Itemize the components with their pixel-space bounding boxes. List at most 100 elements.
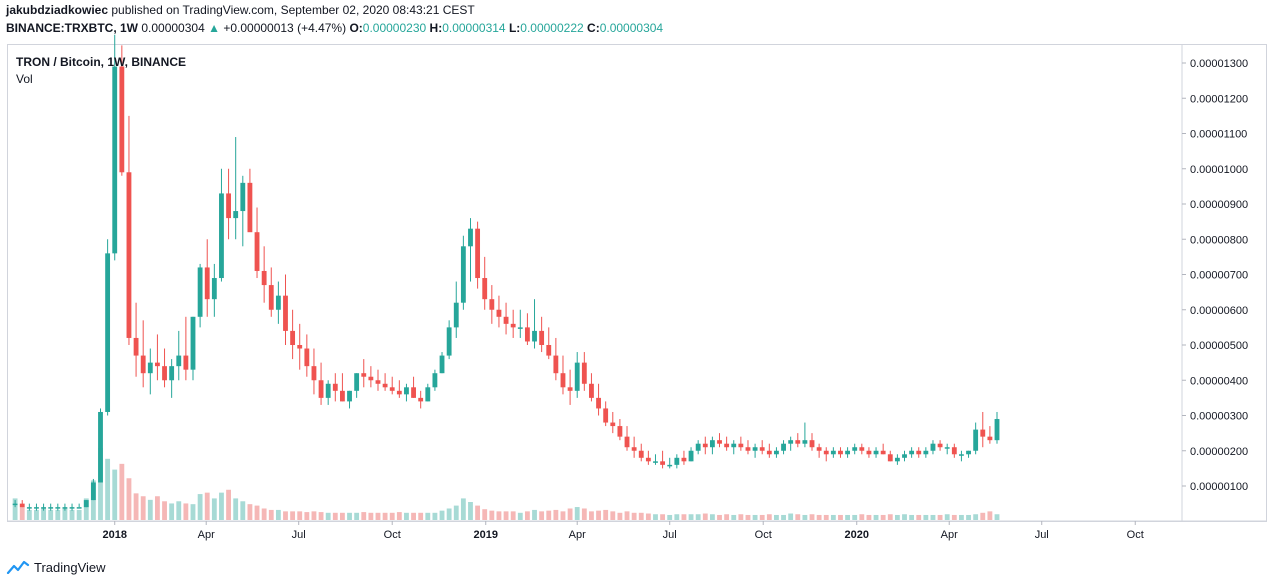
volume-bar bbox=[852, 514, 858, 520]
candle-body bbox=[119, 66, 125, 173]
volume-bar bbox=[959, 514, 964, 520]
volume-bar bbox=[98, 448, 103, 520]
candle-body bbox=[959, 454, 964, 456]
x-tick-label: Apr bbox=[198, 529, 215, 541]
y-tick-label: 0.00000100 bbox=[1190, 481, 1248, 493]
volume-bar bbox=[745, 514, 751, 520]
change-text: +0.00000013 (+4.47%) bbox=[223, 21, 347, 35]
candle-body bbox=[581, 362, 587, 384]
candle-body bbox=[226, 193, 231, 219]
candle-body bbox=[695, 443, 701, 451]
candle-body bbox=[596, 397, 601, 409]
candle-body bbox=[339, 390, 345, 402]
candle-body bbox=[439, 355, 445, 374]
candle-body bbox=[774, 450, 779, 455]
volume-bar bbox=[261, 508, 267, 520]
volume-bar bbox=[944, 514, 950, 520]
candle-body bbox=[838, 450, 843, 455]
volume-bar bbox=[275, 509, 281, 520]
volume-bar bbox=[297, 511, 303, 520]
candle-body bbox=[902, 454, 907, 458]
volume-bar bbox=[517, 512, 523, 520]
volume-bar bbox=[55, 509, 61, 520]
candle-body bbox=[283, 295, 288, 331]
y-tick-label: 0.00001200 bbox=[1190, 93, 1248, 105]
volume-bar bbox=[396, 512, 402, 520]
volume-bar bbox=[681, 514, 687, 520]
candle-body bbox=[112, 66, 118, 254]
candle-body bbox=[55, 507, 61, 509]
candle-body bbox=[290, 330, 296, 345]
candle-body bbox=[140, 355, 146, 374]
volume-bar bbox=[204, 492, 210, 520]
volume-bar bbox=[112, 469, 118, 520]
volume-bar bbox=[709, 514, 715, 520]
candle-body bbox=[788, 440, 794, 444]
x-tick-label: 2019 bbox=[473, 529, 497, 541]
volume-bar bbox=[695, 514, 701, 520]
volume-bar bbox=[752, 514, 758, 520]
y-tick-label: 0.00000900 bbox=[1190, 199, 1248, 211]
candle-body bbox=[589, 383, 594, 398]
volume-bar bbox=[154, 496, 160, 520]
candle-body bbox=[567, 387, 573, 391]
x-tick-label: Oct bbox=[384, 529, 401, 541]
candle-body bbox=[560, 373, 566, 388]
candle-body bbox=[425, 387, 431, 402]
volume-bar bbox=[411, 512, 416, 520]
volume-bar bbox=[994, 514, 1000, 520]
candle-body bbox=[546, 345, 552, 356]
volume-bar bbox=[354, 512, 360, 520]
volume-bar bbox=[510, 511, 516, 520]
volume-bar bbox=[439, 510, 445, 520]
close-value: 0.00000304 bbox=[599, 21, 664, 35]
candle-body bbox=[233, 211, 239, 219]
candle-body bbox=[211, 278, 217, 300]
y-tick-label: 0.00000400 bbox=[1190, 375, 1248, 387]
candle-body bbox=[553, 355, 559, 374]
candle-body bbox=[887, 454, 893, 462]
volume-bar bbox=[226, 489, 231, 520]
volume-bar bbox=[105, 458, 111, 520]
legend-title: TRON / Bitcoin, 1W, BINANCE bbox=[16, 55, 187, 69]
author-name[interactable]: jakubdziadkowiec bbox=[6, 3, 109, 17]
volume-bar bbox=[809, 514, 815, 520]
volume-bar bbox=[453, 505, 459, 520]
volume-bar bbox=[268, 509, 274, 520]
volume-bar bbox=[539, 511, 545, 520]
tradingview-logo[interactable]: TradingView bbox=[6, 560, 106, 577]
candle-body bbox=[460, 246, 466, 303]
volume-bar bbox=[318, 512, 324, 520]
candle-body bbox=[653, 461, 658, 463]
candle-body bbox=[852, 447, 858, 451]
x-tick-label: Apr bbox=[569, 529, 586, 541]
candle-body bbox=[482, 278, 488, 300]
candle-body bbox=[332, 383, 338, 391]
y-tick-label: 0.00000700 bbox=[1190, 270, 1248, 282]
candle-body bbox=[62, 507, 68, 509]
volume-bar bbox=[62, 508, 68, 520]
volume-bar bbox=[724, 514, 730, 520]
candle-body bbox=[489, 299, 495, 310]
candle-body bbox=[624, 436, 630, 448]
candle-body bbox=[717, 440, 722, 444]
volume-bar bbox=[347, 512, 352, 520]
candle-body bbox=[275, 295, 281, 310]
volume-bar bbox=[311, 511, 317, 520]
last-price-text: 0.00000304 bbox=[141, 21, 205, 35]
candle-body bbox=[34, 507, 39, 509]
candle-body bbox=[496, 309, 502, 317]
volume-bar bbox=[468, 502, 473, 520]
volume-bar bbox=[460, 498, 466, 520]
volume-bar bbox=[325, 512, 331, 520]
x-tick-label: Jul bbox=[292, 529, 306, 541]
candle-body bbox=[404, 387, 409, 395]
candle-body bbox=[709, 440, 715, 448]
volume-bar bbox=[980, 512, 986, 520]
volume-bar bbox=[859, 514, 865, 520]
candle-body bbox=[638, 450, 644, 458]
volume-bar bbox=[653, 514, 658, 520]
y-tick-label: 0.00001100 bbox=[1190, 129, 1247, 141]
candle-body bbox=[916, 450, 922, 455]
